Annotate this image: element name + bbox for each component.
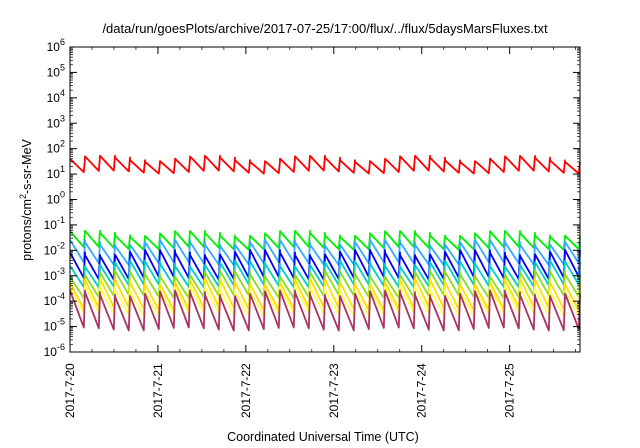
y-tick-label: 105 <box>47 62 65 79</box>
y-tick-label: 104 <box>47 88 65 105</box>
x-tick-label: 2017-7-22 <box>239 363 253 418</box>
chart-title: /data/run/goesPlots/archive/2017-07-25/1… <box>102 21 548 36</box>
y-tick-label: 10-5 <box>44 317 65 334</box>
x-tick-label: 2017-7-25 <box>503 363 517 418</box>
y-axis-label: protons/cm2-s-sr-MeV <box>18 138 34 260</box>
y-tick-label: 102 <box>47 139 65 156</box>
x-tick-label: 2017-7-20 <box>63 363 77 418</box>
series-layer <box>69 154 581 332</box>
y-tick-label: 10-4 <box>44 291 65 308</box>
series-line <box>69 154 581 175</box>
series-line <box>69 249 581 281</box>
x-tick-label: 2017-7-23 <box>327 363 341 418</box>
x-tick-label: 2017-7-24 <box>415 363 429 418</box>
series-line <box>69 269 581 300</box>
y-tick-label: 101 <box>47 164 65 181</box>
series-line <box>69 229 581 251</box>
y-tick-label: 10-1 <box>44 215 65 232</box>
x-axis-ticks: 2017-7-20 2017-7-21 2017-7-22 2017-7-23 2017… <box>63 47 576 418</box>
y-tick-label: 10-3 <box>44 266 65 283</box>
y-tick-label: 106 <box>47 37 65 54</box>
x-axis-label: Coordinated Universal Time (UTC) <box>227 430 419 444</box>
series-line <box>69 259 581 289</box>
y-tick-label: 10-2 <box>44 240 65 257</box>
series-line <box>69 289 581 332</box>
x-tick-label: 2017-7-21 <box>151 363 165 418</box>
y-tick-label: 10-6 <box>44 342 65 359</box>
y-tick-label: 103 <box>47 113 65 130</box>
y-tick-label: 100 <box>47 190 65 207</box>
y-axis-ticks: 10-6 10-5 10-4 10-3 10-2 10-1 100 101 102 103 104 1… <box>44 37 580 359</box>
